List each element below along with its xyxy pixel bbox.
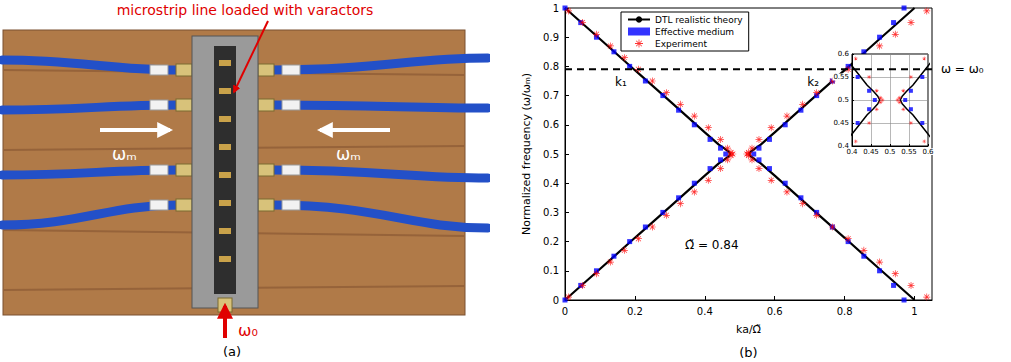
svg-text:Effective medium: Effective medium	[655, 27, 734, 37]
svg-text:0.6: 0.6	[838, 50, 850, 58]
svg-text:0.3: 0.3	[543, 207, 559, 218]
svg-text:ka/Ω̃: ka/Ω̃	[736, 323, 761, 336]
svg-text:0.45: 0.45	[833, 119, 849, 127]
svg-text:ω₀: ω₀	[238, 321, 258, 340]
svg-text:ωₘ: ωₘ	[336, 144, 361, 164]
svg-text:0.4: 0.4	[846, 148, 858, 156]
svg-text:0.2: 0.2	[627, 306, 643, 317]
svg-text:0.7: 0.7	[543, 90, 559, 101]
svg-text:0.6: 0.6	[922, 148, 934, 156]
svg-text:(b): (b)	[739, 345, 757, 360]
svg-text:0.45: 0.45	[863, 148, 879, 156]
svg-text:ω = ω₀: ω = ω₀	[941, 62, 984, 76]
svg-text:Normalized frequency (ω/ωₘ): Normalized frequency (ω/ωₘ)	[520, 73, 533, 235]
svg-text:DTL realistic theory: DTL realistic theory	[655, 15, 743, 25]
svg-text:microstrip line loaded with va: microstrip line loaded with varactors	[117, 2, 374, 18]
svg-text:0.6: 0.6	[767, 306, 783, 317]
svg-text:1: 1	[553, 3, 559, 14]
svg-text:0.5: 0.5	[838, 96, 849, 104]
svg-text:0.9: 0.9	[543, 32, 559, 43]
svg-text:k₁: k₁	[615, 75, 627, 89]
svg-text:1: 1	[911, 306, 917, 317]
svg-text:ωₘ: ωₘ	[112, 144, 137, 164]
svg-text:0.55: 0.55	[901, 148, 917, 156]
svg-text:0.8: 0.8	[543, 61, 559, 72]
svg-text:0: 0	[562, 306, 568, 317]
svg-text:Ω̃ = 0.84: Ω̃ = 0.84	[685, 238, 739, 252]
svg-text:(a): (a)	[223, 344, 241, 359]
svg-text:0.2: 0.2	[543, 236, 559, 247]
svg-text:0.5: 0.5	[543, 149, 559, 160]
svg-text:0.1: 0.1	[543, 265, 559, 276]
svg-text:0.8: 0.8	[837, 306, 853, 317]
svg-text:k₂: k₂	[807, 75, 819, 89]
svg-text:0.4: 0.4	[543, 178, 559, 189]
svg-text:0.55: 0.55	[833, 73, 849, 81]
svg-text:Experiment: Experiment	[655, 39, 707, 49]
svg-text:0.6: 0.6	[543, 119, 559, 130]
svg-text:0.5: 0.5	[884, 148, 895, 156]
svg-text:0.4: 0.4	[837, 142, 849, 150]
svg-text:0: 0	[553, 295, 559, 306]
svg-text:0.4: 0.4	[697, 306, 713, 317]
